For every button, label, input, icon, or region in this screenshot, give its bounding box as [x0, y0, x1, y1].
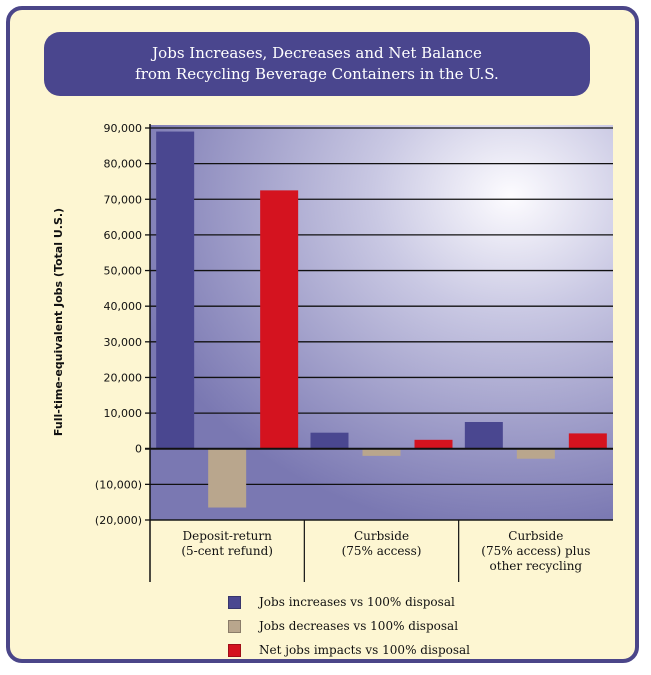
- chart-title: Jobs Increases, Decreases and Net Balanc…: [44, 32, 590, 96]
- y-tick-label: 40,000: [104, 300, 143, 313]
- legend-label-net: Net jobs impacts vs 100% disposal: [259, 643, 471, 657]
- legend-swatch-net: [228, 643, 241, 657]
- y-tick-label: 20,000: [104, 371, 143, 384]
- y-tick-label: 50,000: [104, 265, 143, 278]
- bar-net: [568, 433, 607, 449]
- category-label: (5-cent refund): [181, 544, 273, 558]
- legend-item-net: Net jobs impacts vs 100% disposal: [228, 638, 470, 662]
- legend-label-decreases: Jobs decreases vs 100% disposal: [259, 619, 459, 633]
- legend-swatch-decreases: [228, 619, 241, 633]
- category-label: Deposit-return: [182, 529, 272, 543]
- y-tick-label: 90,000: [104, 122, 143, 135]
- y-tick-label: 30,000: [104, 336, 143, 349]
- category-label: (75% access): [342, 544, 422, 558]
- category-label: other recycling: [490, 559, 583, 573]
- y-tick-label: 0: [135, 443, 142, 456]
- bar-net: [260, 190, 299, 449]
- y-tick-label: 70,000: [104, 193, 143, 206]
- bar-decrease: [208, 448, 247, 508]
- chart-title-line-1: Jobs Increases, Decreases and Net Balanc…: [152, 44, 482, 62]
- chart-title-line-2: from Recycling Beverage Containers in th…: [135, 65, 499, 83]
- bar-decrease: [362, 448, 401, 456]
- y-tick-label: 60,000: [104, 229, 143, 242]
- y-tick-label: (20,000): [95, 514, 142, 527]
- bar-increase: [464, 422, 503, 449]
- legend: Jobs increases vs 100% disposal Jobs dec…: [228, 590, 470, 662]
- bar-increase: [310, 432, 349, 449]
- y-tick-label: (10,000): [95, 478, 142, 491]
- category-label: (75% access) plus: [481, 544, 590, 558]
- legend-swatch-increases: [228, 595, 241, 609]
- category-label: Curbside: [354, 529, 409, 543]
- y-tick-label: 80,000: [104, 158, 143, 171]
- y-axis-label: Full-time-equivalent Jobs (Total U.S.): [52, 208, 65, 436]
- bar-increase: [156, 131, 195, 449]
- bar-net: [414, 439, 453, 449]
- legend-label-increases: Jobs increases vs 100% disposal: [259, 595, 455, 609]
- legend-item-increases: Jobs increases vs 100% disposal: [228, 590, 470, 614]
- category-label: Curbside: [508, 529, 563, 543]
- bar-decrease: [516, 448, 555, 459]
- legend-item-decreases: Jobs decreases vs 100% disposal: [228, 614, 470, 638]
- y-tick-label: 10,000: [104, 407, 143, 420]
